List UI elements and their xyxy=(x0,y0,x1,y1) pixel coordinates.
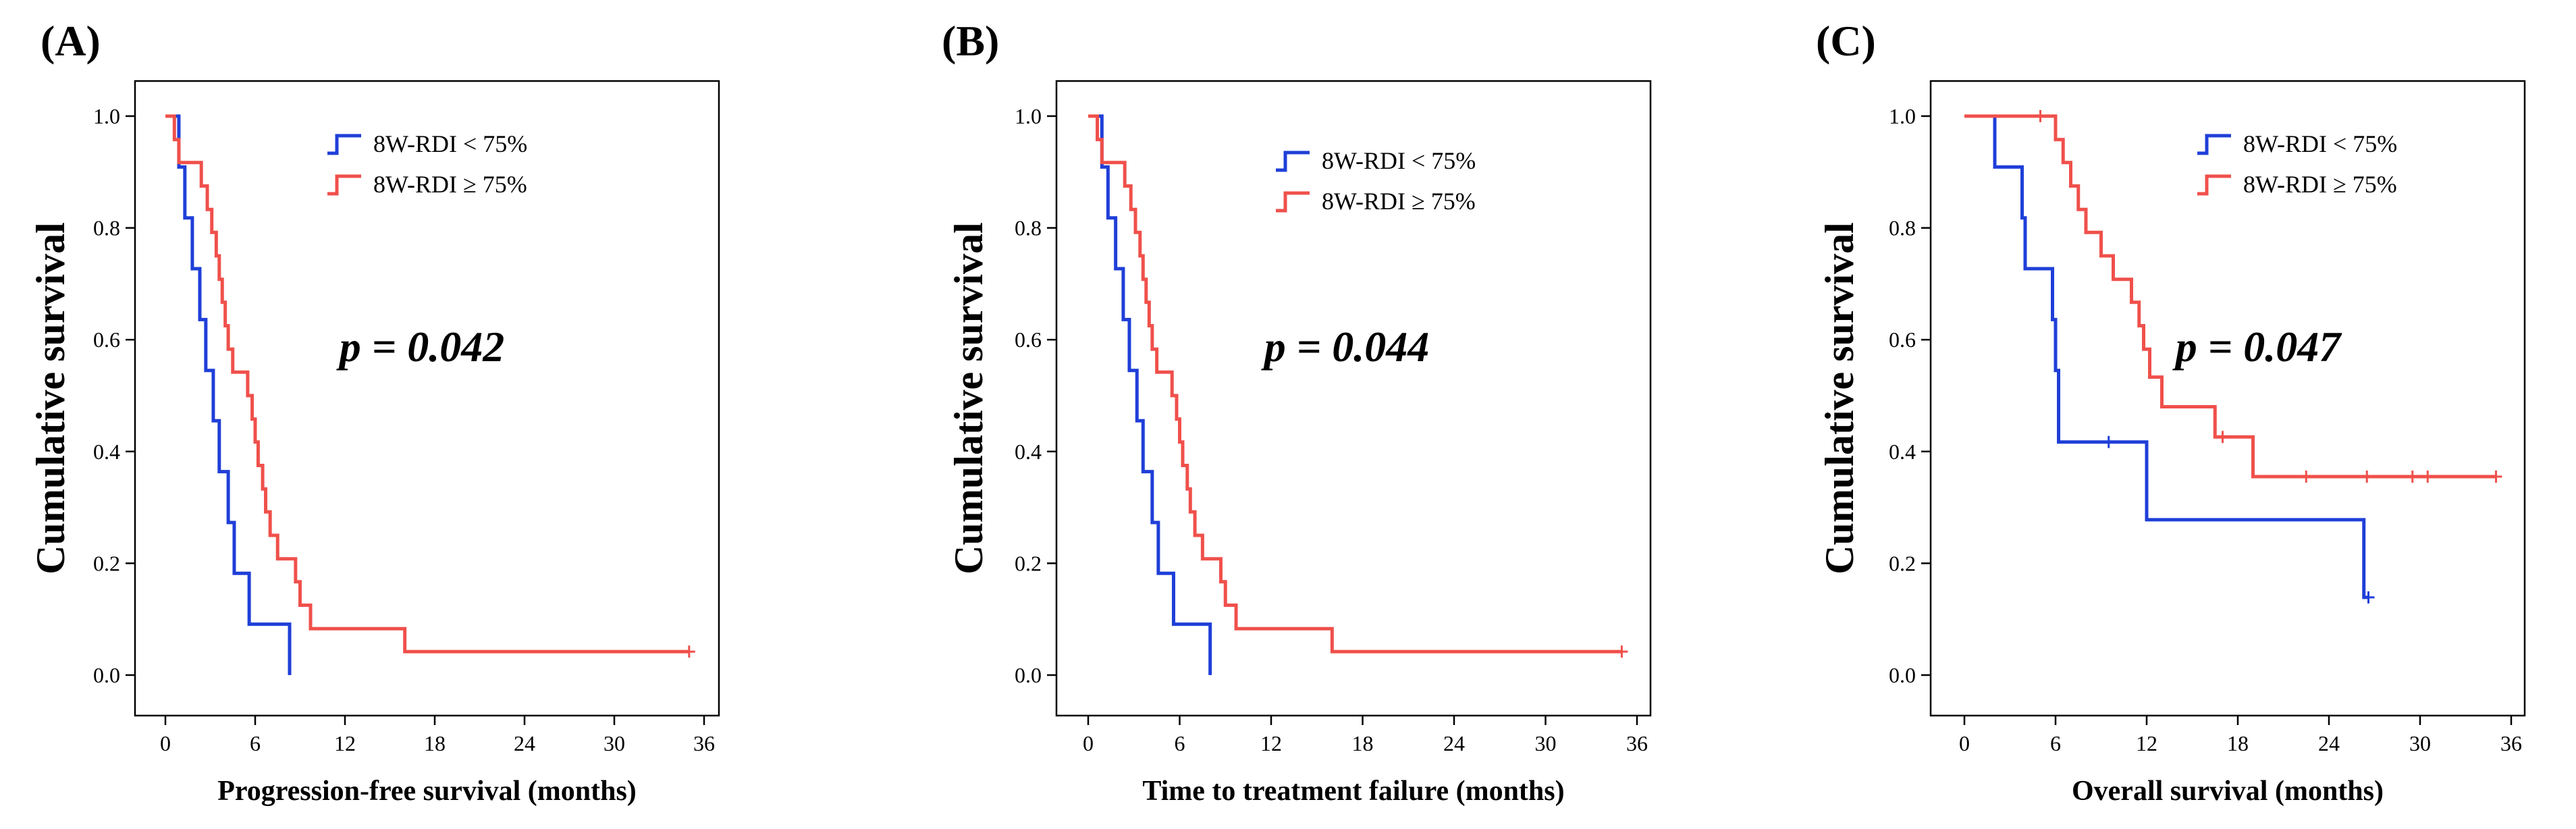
plot-frame xyxy=(134,80,720,717)
x-axis-label: Overall survival (months) xyxy=(2072,776,2384,807)
legend-swatch-series-1 xyxy=(327,174,361,196)
legend-label-series-0: 8W-RDI < 75% xyxy=(373,130,527,157)
km-curve-series-0 xyxy=(1088,114,1212,675)
y-axis-label: Cumulative survival xyxy=(1817,222,1862,574)
x-tick-label: 36 xyxy=(693,731,715,755)
panel-label: (C) xyxy=(1816,17,1876,65)
legend-label-series-0: 8W-RDI < 75% xyxy=(1322,147,1476,174)
legend-swatch-series-1 xyxy=(1276,191,1310,213)
y-tick-label: 0.6 xyxy=(1889,327,1916,352)
x-tick-label: 0 xyxy=(1959,731,1970,755)
y-tick-label: 0.0 xyxy=(93,663,120,687)
y-tick-label: 0.8 xyxy=(1889,216,1916,240)
y-tick-label: 0.2 xyxy=(1015,551,1042,575)
plot-frame xyxy=(1929,80,2526,717)
legend-swatch-series-1 xyxy=(2197,174,2231,196)
y-tick-label: 0.8 xyxy=(1015,216,1042,240)
y-tick-label: 1.0 xyxy=(93,104,120,128)
x-tick-label: 6 xyxy=(250,731,261,755)
x-tick-label: 36 xyxy=(1626,731,1648,755)
x-tick-label: 24 xyxy=(1443,731,1465,755)
y-tick-label: 0.8 xyxy=(93,216,120,240)
y-tick-label: 0.2 xyxy=(93,551,120,575)
x-tick-label: 6 xyxy=(1175,731,1185,755)
legend-label-series-1: 8W-RDI ≥ 75% xyxy=(373,171,527,198)
km-curve-series-1 xyxy=(165,114,689,653)
km-curve-series-1 xyxy=(1088,114,1622,653)
legend-swatch-series-0 xyxy=(1276,151,1310,172)
legend-swatch-series-0 xyxy=(327,134,361,155)
x-tick-label: 12 xyxy=(1260,731,1282,755)
x-tick-label: 18 xyxy=(1352,731,1374,755)
x-tick-label: 12 xyxy=(2136,731,2157,755)
legend-label-series-0: 8W-RDI < 75% xyxy=(2243,130,2397,157)
km-curve-series-1 xyxy=(1964,114,2496,479)
panel-c: (C) 0.0 0.2 0.4 0.6 0.8 1.0 0 6 12 18 24 30 36 Cumulat… xyxy=(1816,17,2526,807)
y-axis-label: Cumulative survival xyxy=(28,222,73,574)
km-curve-series-0 xyxy=(1964,114,2369,599)
x-axis-label: Time to treatment failure (months) xyxy=(1142,776,1564,807)
plot-frame xyxy=(1055,80,1652,717)
x-axis-label: Progression-free survival (months) xyxy=(217,776,637,807)
p-value-annotation: p = 0.044 xyxy=(1261,323,1429,371)
y-tick-label: 0.4 xyxy=(93,439,120,464)
y-tick-label: 1.0 xyxy=(1015,104,1042,128)
x-tick-label: 24 xyxy=(2318,731,2340,755)
panel-a: (A) 0.0 0.2 0.4 0.6 0.8 1.0 0 6 12 18 24 30 36 Cumulat… xyxy=(28,17,720,807)
y-tick-label: 0.0 xyxy=(1015,663,1042,687)
panel-b: (B) 0.0 0.2 0.4 0.6 0.8 1.0 0 6 12 18 24 30 36 Cumulat… xyxy=(942,17,1652,807)
x-tick-label: 0 xyxy=(1083,731,1094,755)
x-tick-label: 36 xyxy=(2500,731,2522,755)
x-tick-label: 12 xyxy=(334,731,356,755)
legend-swatch-series-0 xyxy=(2197,134,2231,155)
y-tick-label: 0.2 xyxy=(1889,551,1916,575)
km-curve-series-0 xyxy=(165,114,292,675)
x-tick-label: 30 xyxy=(603,731,625,755)
y-tick-label: 1.0 xyxy=(1889,104,1916,128)
y-tick-label: 0.4 xyxy=(1015,439,1042,464)
x-tick-label: 0 xyxy=(160,731,171,755)
y-tick-label: 0.6 xyxy=(1015,327,1042,352)
x-tick-label: 24 xyxy=(514,731,535,755)
y-tick-label: 0.4 xyxy=(1889,439,1916,464)
p-value-annotation: p = 0.042 xyxy=(336,323,504,371)
y-tick-label: 0.0 xyxy=(1889,663,1916,687)
panel-label: (A) xyxy=(41,17,101,65)
y-tick-label: 0.6 xyxy=(93,327,120,352)
y-axis-label: Cumulative survival xyxy=(946,222,991,574)
p-value-annotation: p = 0.047 xyxy=(2172,323,2342,371)
x-tick-label: 6 xyxy=(2050,731,2061,755)
x-tick-label: 18 xyxy=(424,731,446,755)
legend-label-series-1: 8W-RDI ≥ 75% xyxy=(2243,171,2397,198)
x-tick-label: 30 xyxy=(1535,731,1557,755)
legend-label-series-1: 8W-RDI ≥ 75% xyxy=(1322,188,1476,215)
x-tick-label: 30 xyxy=(2409,731,2431,755)
x-tick-label: 18 xyxy=(2227,731,2249,755)
panel-label: (B) xyxy=(942,17,999,65)
